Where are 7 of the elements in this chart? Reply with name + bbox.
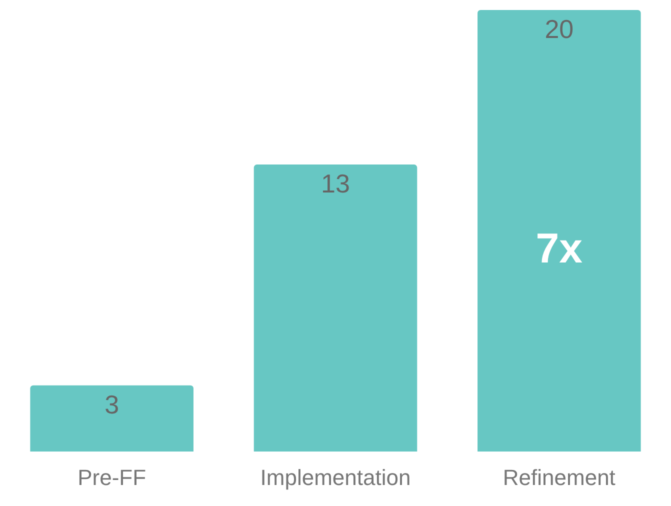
data-label: 13 [321, 168, 350, 199]
data-label: 3 [104, 390, 120, 420]
data-label: 20 [544, 14, 574, 44]
x-tick-label: Refinement [502, 464, 616, 490]
x-tick-label: Pre-FF [78, 464, 146, 490]
annotation: 7x [536, 224, 584, 272]
x-tick-label: Implementation [260, 464, 411, 490]
